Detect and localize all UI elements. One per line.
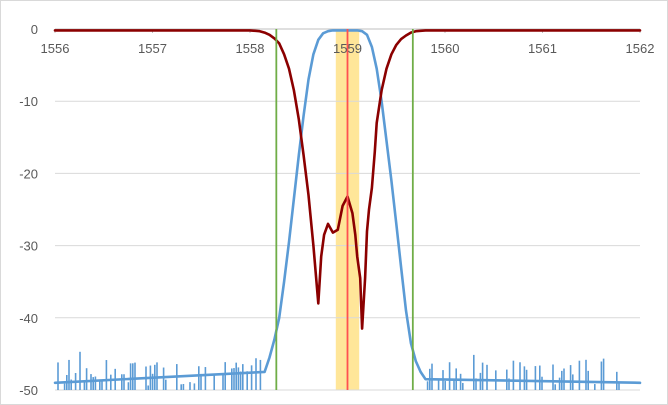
y-tick-label: 0 [31, 22, 38, 37]
x-tick-label: 1562 [626, 41, 655, 56]
y-tick-label: -40 [19, 311, 38, 326]
marker-layer [275, 29, 414, 390]
series-line-blue [53, 29, 642, 385]
y-tick-label: -20 [19, 166, 38, 181]
x-tick-label: 1561 [528, 41, 557, 56]
y-tick-label: -30 [19, 239, 38, 254]
y-tick-label: -50 [19, 383, 38, 398]
x-tick-label: 1558 [236, 41, 265, 56]
tick-layer: 0 -10 -20 -30 -40 -50 1556 1557 1558 1559 1560 1561… [19, 22, 654, 398]
x-tick-label: 1560 [431, 41, 460, 56]
x-tick-label: 1556 [41, 41, 70, 56]
noise-floor-layer [57, 351, 620, 390]
y-tick-label: -10 [19, 94, 38, 109]
x-tick-label: 1559 [333, 41, 362, 56]
x-tick-label: 1557 [138, 41, 167, 56]
